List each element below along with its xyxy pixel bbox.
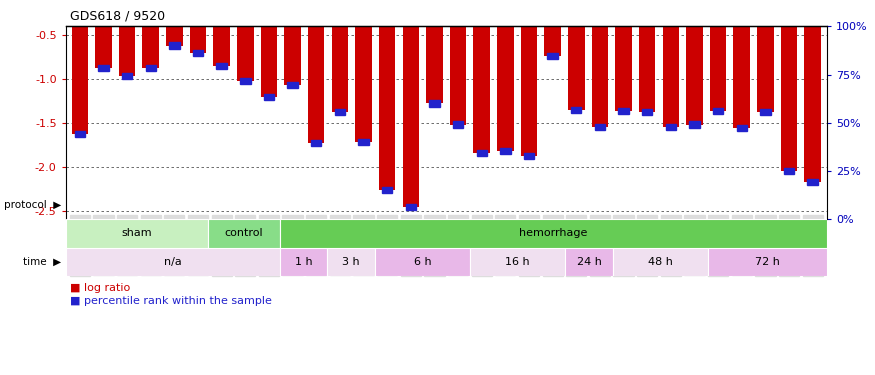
Bar (477, 150, 487, 156)
Bar (733, 0, 750, 128)
Bar (66, 248, 280, 276)
Bar (263, 94, 274, 100)
Text: 48 h: 48 h (648, 256, 673, 267)
Bar (66, 219, 208, 248)
Text: 16 h: 16 h (505, 256, 530, 267)
Bar (686, 0, 703, 124)
Bar (497, 0, 514, 151)
Bar (737, 125, 747, 131)
Bar (690, 122, 700, 128)
Bar (280, 248, 327, 276)
Bar (568, 0, 584, 110)
Bar (334, 109, 345, 115)
Bar (119, 0, 136, 76)
Bar (261, 0, 277, 98)
Bar (430, 100, 439, 106)
Bar (548, 53, 558, 59)
Bar (708, 248, 827, 276)
Bar (190, 0, 206, 53)
Bar (240, 78, 250, 84)
Bar (642, 109, 653, 115)
Text: n/a: n/a (164, 256, 181, 267)
Bar (208, 219, 280, 248)
Bar (757, 0, 774, 112)
Bar (327, 248, 374, 276)
Bar (143, 0, 159, 68)
Bar (216, 63, 227, 69)
Bar (214, 0, 230, 66)
Bar (332, 0, 348, 112)
Bar (544, 0, 561, 56)
Bar (374, 248, 470, 276)
Text: ■ percentile rank within the sample: ■ percentile rank within the sample (70, 296, 272, 306)
Bar (95, 0, 112, 68)
Bar (473, 0, 490, 153)
Bar (192, 50, 203, 55)
Bar (426, 0, 443, 104)
Bar (619, 108, 629, 114)
Bar (780, 0, 797, 171)
Bar (784, 168, 794, 174)
Text: 3 h: 3 h (342, 256, 360, 267)
Text: 1 h: 1 h (295, 256, 312, 267)
Text: protocol  ▶: protocol ▶ (4, 200, 61, 210)
Bar (98, 65, 108, 72)
Bar (355, 0, 372, 142)
Bar (145, 65, 156, 72)
Bar (639, 0, 655, 112)
Bar (450, 0, 466, 124)
Text: time  ▶: time ▶ (23, 256, 61, 267)
Bar (402, 0, 419, 207)
Bar (710, 0, 726, 111)
Bar (311, 140, 321, 146)
Bar (280, 219, 827, 248)
Bar (122, 73, 132, 80)
Text: control: control (225, 228, 263, 238)
Bar (662, 0, 679, 127)
Bar (470, 248, 565, 276)
Bar (760, 109, 771, 115)
Bar (74, 131, 85, 137)
Bar (666, 124, 676, 130)
Bar (379, 0, 396, 190)
Bar (453, 122, 463, 128)
Text: ■ log ratio: ■ log ratio (70, 283, 130, 293)
Bar (284, 0, 301, 85)
Bar (287, 82, 298, 88)
Bar (565, 248, 612, 276)
Bar (382, 188, 392, 194)
Bar (615, 0, 632, 111)
Text: hemorrhage: hemorrhage (519, 228, 587, 238)
Text: sham: sham (122, 228, 152, 238)
Bar (595, 124, 605, 130)
Bar (406, 204, 416, 210)
Bar (237, 0, 254, 81)
Bar (358, 139, 368, 145)
Bar (524, 153, 535, 159)
Bar (713, 108, 724, 114)
Bar (612, 248, 708, 276)
Bar (592, 0, 608, 127)
Text: 24 h: 24 h (577, 256, 601, 267)
Bar (571, 106, 582, 113)
Bar (808, 178, 818, 185)
Bar (500, 148, 510, 154)
Bar (169, 42, 179, 49)
Bar (308, 0, 325, 143)
Bar (72, 0, 88, 134)
Bar (166, 0, 183, 45)
Text: 6 h: 6 h (414, 256, 431, 267)
Text: GDS618 / 9520: GDS618 / 9520 (70, 9, 165, 22)
Bar (521, 0, 537, 156)
Text: 72 h: 72 h (755, 256, 780, 267)
Bar (804, 0, 821, 182)
